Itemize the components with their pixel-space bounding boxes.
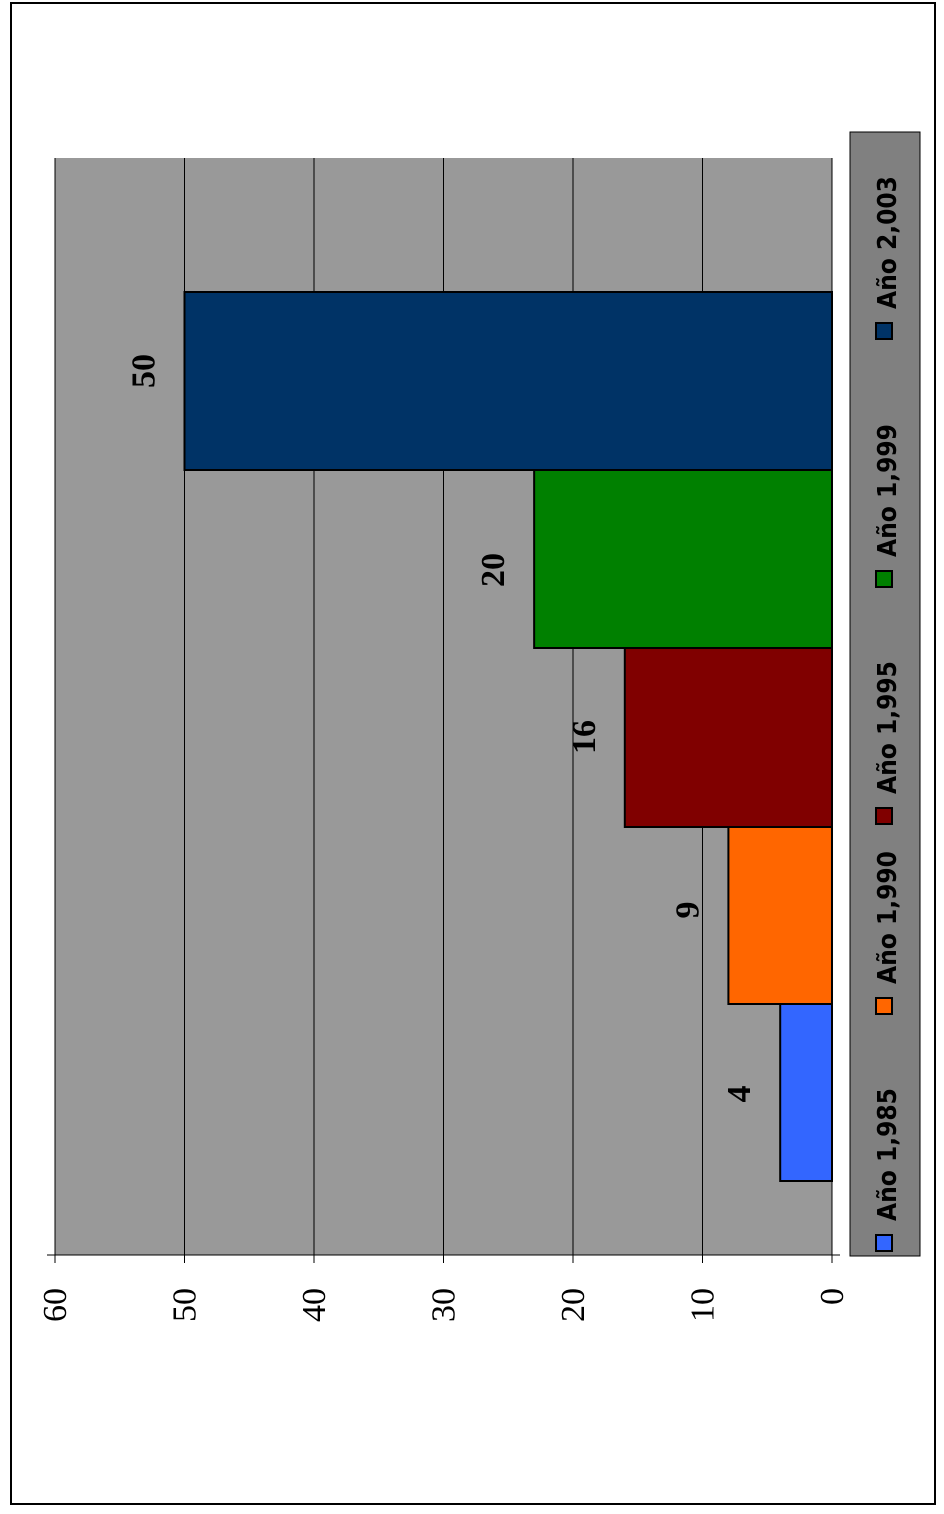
legend-swatch-5 [876,323,892,339]
legend-label-5: Año 2,003 [873,176,903,309]
bar-3 [625,648,832,827]
legend-label-1: Año 1,985 [873,1088,903,1221]
y-tick-label: 20 [555,1288,592,1322]
data-label-2: 9 [669,902,706,919]
legend-swatch-3 [876,808,892,824]
legend-swatch-2 [876,998,892,1014]
legend-label-4: Año 1,999 [873,424,903,557]
legend-label-2: Año 1,990 [873,851,903,984]
bar-4 [534,470,832,648]
y-tick-label: 40 [296,1288,333,1322]
bar-2 [728,827,832,1004]
y-tick-label: 60 [37,1288,74,1322]
y-tick-label: 50 [167,1288,204,1322]
y-tick-label: 0 [814,1288,851,1305]
data-label-1: 4 [721,1086,758,1103]
legend-label-3: Año 1,995 [873,661,903,794]
y-tick-label: 30 [426,1288,463,1322]
legend-swatch-4 [876,571,892,587]
legend-swatch-1 [876,1235,892,1251]
y-tick-label: 10 [685,1288,722,1322]
bar-1 [780,1004,832,1181]
bar-5 [185,292,833,470]
data-label-4: 20 [475,553,512,587]
data-label-3: 16 [566,720,603,754]
data-label-5: 50 [126,354,163,388]
